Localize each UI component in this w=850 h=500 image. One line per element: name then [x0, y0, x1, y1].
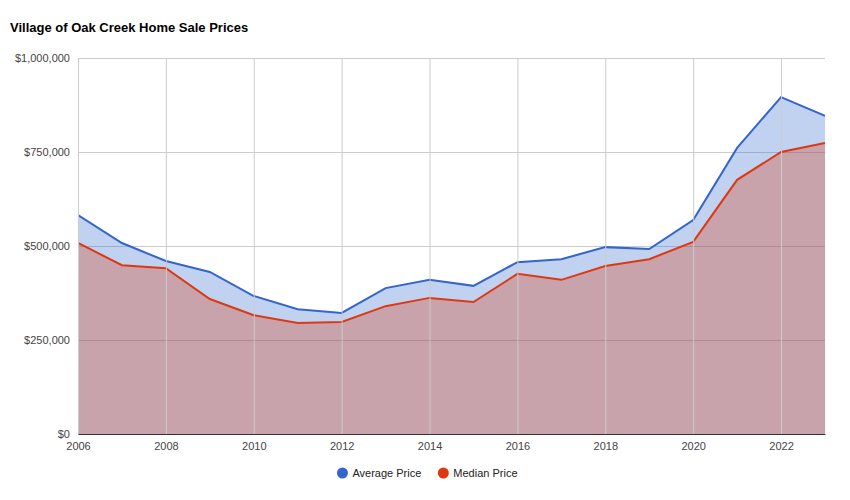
- y-tick-label: $750,000: [24, 146, 70, 158]
- y-tick: $1,000,000: [15, 52, 825, 64]
- y-grid-line: [78, 58, 825, 59]
- x-tick-label: 2006: [66, 440, 90, 452]
- x-tick: 2014: [418, 58, 442, 452]
- y-tick-label: $1,000,000: [15, 52, 70, 64]
- marks: [78, 97, 825, 434]
- legend-marker: [438, 468, 449, 479]
- x-tick: 2012: [330, 58, 354, 452]
- x-axis: 2006 2008 2010 2012 2014 2016 2018 2020 2022: [66, 58, 825, 452]
- y-axis: $0 $250,000 $500,000 $750,000 $1,000,000: [15, 52, 825, 440]
- x-grid-line: [430, 58, 431, 434]
- legend: Average Price Median Price: [337, 467, 518, 479]
- x-tick-label: 2012: [330, 440, 354, 452]
- x-tick: 2022: [769, 58, 793, 452]
- y-tick: $750,000: [24, 146, 825, 158]
- x-grid-line: [693, 58, 694, 434]
- plot: $0$250,000$500,000$750,000$1,000,0002006…: [15, 52, 826, 452]
- x-grid-line: [166, 58, 167, 434]
- x-tick: 2018: [594, 58, 618, 452]
- x-grid-line: [342, 58, 343, 434]
- area: [78, 143, 825, 434]
- x-tick-label: 2020: [681, 440, 705, 452]
- x-tick-label: 2008: [154, 440, 178, 452]
- x-grid-line: [78, 58, 79, 434]
- y-tick-label: $0: [58, 428, 70, 440]
- y-grid-line: [78, 434, 825, 435]
- legend-label: Average Price: [352, 467, 421, 479]
- x-tick: 2010: [242, 58, 266, 452]
- legend-label: Median Price: [453, 467, 517, 479]
- y-grid-line: [78, 152, 825, 153]
- x-tick: 2008: [154, 58, 178, 452]
- x-tick: 2006: [66, 58, 90, 452]
- chart: Village of Oak Creek Home Sale Prices$0$…: [0, 0, 850, 500]
- x-tick-label: 2014: [418, 440, 442, 452]
- y-tick-label: $250,000: [24, 334, 70, 346]
- x-grid-line: [605, 58, 606, 434]
- area: [78, 97, 825, 434]
- x-tick-label: 2010: [242, 440, 266, 452]
- x-tick-label: 2022: [769, 440, 793, 452]
- x-grid-line: [254, 58, 255, 434]
- x-tick: 2020: [681, 58, 705, 452]
- line: [78, 143, 825, 323]
- y-tick-label: $500,000: [24, 240, 70, 252]
- legend-item: Median Price: [438, 467, 518, 479]
- x-tick: 2016: [506, 58, 530, 452]
- legend-marker: [337, 468, 348, 479]
- x-axis-line: [79, 434, 826, 435]
- x-tick-label: 2018: [594, 440, 618, 452]
- x-grid-line: [517, 58, 518, 434]
- y-axis-line: [78, 59, 79, 435]
- x-grid-line: [781, 58, 782, 434]
- title: Village of Oak Creek Home Sale Prices: [10, 20, 248, 35]
- legend-item: Average Price: [337, 467, 421, 479]
- x-tick-label: 2016: [506, 440, 530, 452]
